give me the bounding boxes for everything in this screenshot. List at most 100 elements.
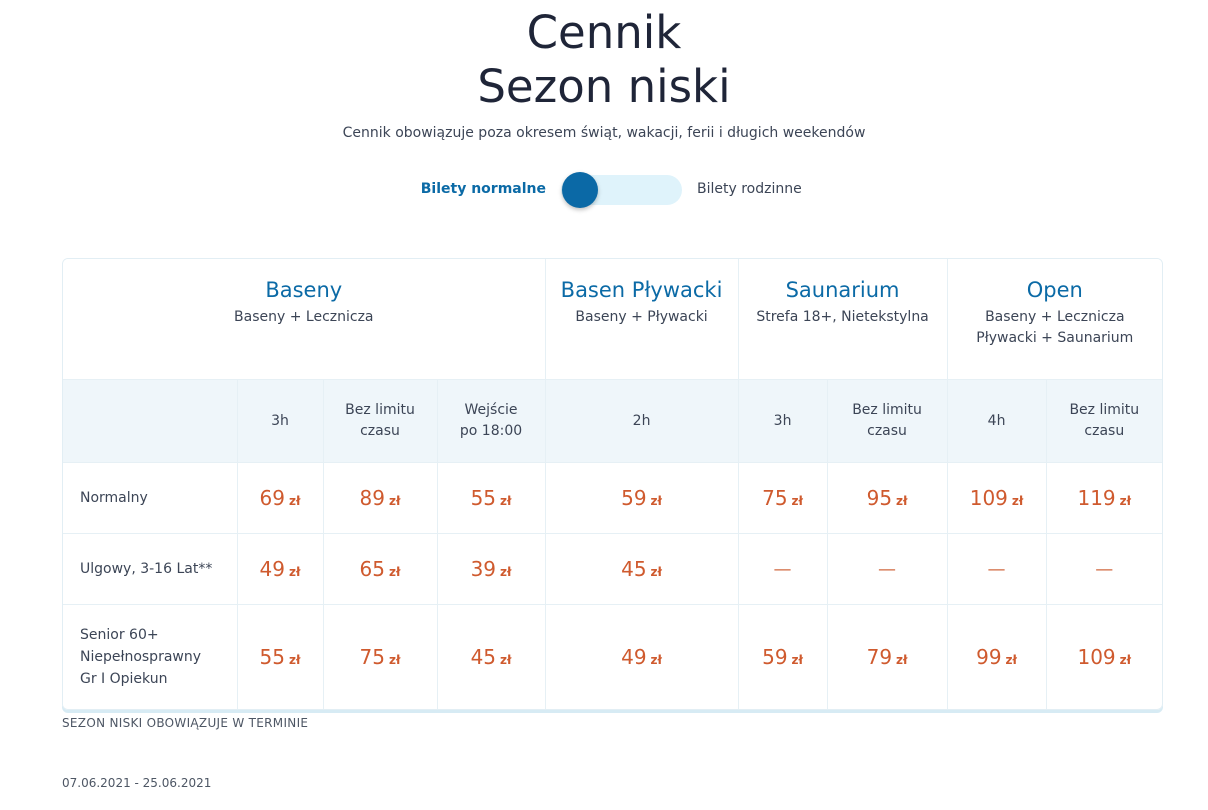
- price-cell: 109 zł: [1045, 604, 1162, 709]
- group-title: Baseny: [265, 278, 343, 302]
- group-subtitle-line: Baseny + Lecznicza: [985, 309, 1125, 325]
- price-cell: 49 zł: [544, 604, 739, 709]
- currency: zł: [650, 565, 662, 579]
- row-label: Ulgowy, 3-16 Lat**: [63, 533, 238, 605]
- price-value: 59: [762, 645, 788, 669]
- group-subtitle: Baseny + Lecznicza: [234, 309, 374, 325]
- duration-label: czasu: [1084, 423, 1125, 439]
- price-value: 49: [621, 645, 647, 669]
- duration-label: 2h: [632, 412, 651, 429]
- ticket-type-toggle[interactable]: [561, 172, 682, 208]
- price-value: 89: [359, 486, 385, 510]
- season-description: Cennik obowiązuje poza okresem świąt, wa…: [342, 125, 866, 141]
- toggle-label-normal[interactable]: Bilety normalne: [420, 181, 546, 197]
- price-value: 55: [470, 486, 497, 510]
- currency: zł: [1011, 494, 1024, 508]
- price-cell: 89 zł: [322, 462, 438, 534]
- price-value: 49: [259, 557, 285, 581]
- duration-label: czasu: [360, 423, 400, 439]
- row-label-text: Gr I Opiekun: [80, 671, 168, 687]
- price-row-ulgowy: Ulgowy, 3-16 Lat** 49 zł 65 zł 39 zł 45 zł —…: [63, 533, 1162, 605]
- currency: zł: [1005, 653, 1017, 667]
- group-open: Open Baseny + Lecznicza Pływacki + Sauna…: [946, 259, 1162, 380]
- duration-cell: Bez limitu czasu: [826, 379, 948, 463]
- price-cell: 45 zł: [436, 604, 546, 709]
- price-value: 39: [470, 557, 497, 581]
- group-baseny: Baseny Baseny + Lecznicza: [63, 259, 546, 380]
- duration-cell: 3h: [737, 379, 828, 463]
- price-cell: 79 zł: [826, 604, 948, 709]
- page-title: Cennik: [526, 6, 682, 59]
- group-basen-plywacki: Basen Pływacki Baseny + Pływacki: [544, 259, 739, 380]
- unavailable-dash: —: [878, 558, 897, 580]
- currency: zł: [289, 653, 301, 667]
- price-cell: —: [826, 533, 948, 605]
- empty-corner-cell: [63, 379, 238, 463]
- currency: zł: [650, 494, 662, 508]
- ticket-type-switch: Bilety normalne Bilety rodzinne: [0, 172, 1208, 208]
- price-cell: 55 zł: [436, 462, 546, 534]
- group-header-row: Baseny Baseny + Lecznicza Basen Pływacki…: [63, 259, 1162, 380]
- duration-label: Wejście: [464, 402, 518, 418]
- price-cell: 99 zł: [946, 604, 1047, 709]
- price-value: 75: [359, 645, 385, 669]
- currency: zł: [896, 494, 908, 508]
- price-cell: 49 zł: [236, 533, 324, 605]
- price-value: 119: [1077, 486, 1116, 510]
- price-cell: —: [1045, 533, 1162, 605]
- duration-label: 3h: [271, 412, 289, 429]
- duration-label: 4h: [987, 412, 1006, 429]
- currency: zł: [500, 565, 512, 579]
- group-subtitle: Strefa 18+, Nietekstylna: [756, 309, 929, 325]
- price-row-normalny: Normalny 69 zł 89 zł 55 zł 59 zł 75 zł 95 zł 1…: [63, 462, 1162, 534]
- price-cell: 59 zł: [544, 462, 739, 534]
- price-value: 95: [866, 486, 893, 510]
- currency: zł: [791, 494, 803, 508]
- row-label-text: Ulgowy, 3-16 Lat**: [80, 561, 213, 577]
- group-saunarium: Saunarium Strefa 18+, Nietekstylna: [737, 259, 948, 380]
- price-value: 99: [976, 645, 1002, 669]
- price-cell: 75 zł: [737, 462, 828, 534]
- duration-label: Bez limitu: [345, 402, 415, 418]
- price-value: 75: [762, 486, 788, 510]
- currency: zł: [500, 653, 512, 667]
- currency: zł: [389, 494, 401, 508]
- row-label-text: Niepełnosprawny: [80, 649, 202, 665]
- currency: zł: [1119, 494, 1132, 508]
- group-subtitle-line: Pływacki + Saunarium: [976, 330, 1134, 346]
- duration-label: czasu: [867, 423, 907, 439]
- price-value: 45: [621, 557, 647, 581]
- season-dates: 07.06.2021 - 25.06.2021: [62, 776, 212, 790]
- price-cell: 39 zł: [436, 533, 546, 605]
- price-cell: 119 zł: [1045, 462, 1162, 534]
- currency: zł: [896, 653, 908, 667]
- price-value: 45: [470, 645, 497, 669]
- price-value: 59: [621, 486, 647, 510]
- price-value: 69: [259, 486, 285, 510]
- unavailable-dash: —: [1095, 558, 1114, 580]
- currency: zł: [1119, 653, 1132, 667]
- price-cell: 75 zł: [322, 604, 438, 709]
- page-subtitle-heading: Sezon niski: [477, 60, 731, 113]
- duration-cell: 4h: [946, 379, 1047, 463]
- duration-label: 3h: [773, 412, 792, 429]
- price-value: 55: [259, 645, 285, 669]
- currency: zł: [389, 565, 401, 579]
- row-label-text: Senior 60+: [80, 627, 159, 643]
- price-cell: 45 zł: [544, 533, 739, 605]
- group-title: Basen Pływacki: [560, 278, 723, 302]
- price-cell: 69 zł: [236, 462, 324, 534]
- price-cell: 109 zł: [946, 462, 1047, 534]
- currency: zł: [500, 494, 512, 508]
- currency: zł: [650, 653, 662, 667]
- toggle-label-family[interactable]: Bilety rodzinne: [697, 181, 802, 197]
- price-cell: 55 zł: [236, 604, 324, 709]
- price-cell: 65 zł: [322, 533, 438, 605]
- unavailable-dash: —: [987, 558, 1006, 580]
- row-label: Senior 60+ Niepełnosprawny Gr I Opiekun: [63, 604, 238, 709]
- toggle-knob[interactable]: [562, 172, 598, 208]
- currency: zł: [389, 653, 401, 667]
- price-value: 109: [969, 486, 1008, 510]
- price-cell: —: [946, 533, 1047, 605]
- currency: zł: [791, 653, 803, 667]
